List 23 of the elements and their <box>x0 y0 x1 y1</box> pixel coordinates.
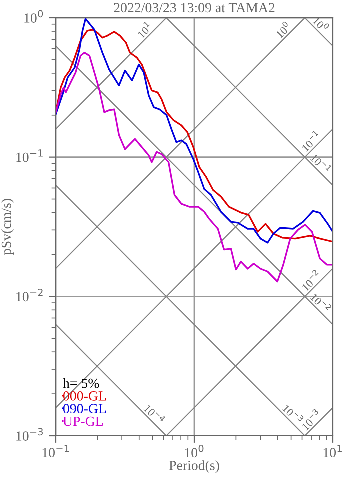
text: 10$^{0}$ <box>274 21 292 39</box>
text: 10$^{−1}$ <box>300 130 322 152</box>
text: 10$^{0}$ <box>312 15 330 33</box>
legend-label: UP-GL <box>63 416 104 426</box>
y-tick-label: 10$^{0}$ <box>24 10 44 23</box>
text: 10$^{1}$ <box>136 21 154 39</box>
text: 10$^{−2}$ <box>310 292 332 314</box>
text: 10$^{−2}$ <box>300 270 322 292</box>
text: 10$^{−1}$ <box>310 152 332 174</box>
y-tick-label: 10$^{−2}$ <box>16 288 43 302</box>
text: 10$^{−3}$ <box>282 402 304 425</box>
chart-title: 2022/03/23 13:09 at TAMA2 <box>114 3 275 13</box>
y-tick-label: 10$^{−1}$ <box>16 150 43 162</box>
y-axis-title: pSv(cm/s) <box>1 199 14 256</box>
legend-title: h= 5% <box>63 378 100 388</box>
x-tick-label: 10$^{0}$ <box>185 444 204 458</box>
x-tick-label: 10$^{1}$ <box>324 444 342 458</box>
text: 10$^{−4}$ <box>144 402 166 425</box>
legend-label: 090-GL <box>63 404 106 414</box>
legend-label: 000-GL <box>63 392 106 401</box>
x-tick-label: 10$^{−1}$ <box>42 444 70 458</box>
y-tick-label: 10$^{−3}$ <box>16 428 44 441</box>
x-axis-title: Period(s) <box>169 460 220 474</box>
